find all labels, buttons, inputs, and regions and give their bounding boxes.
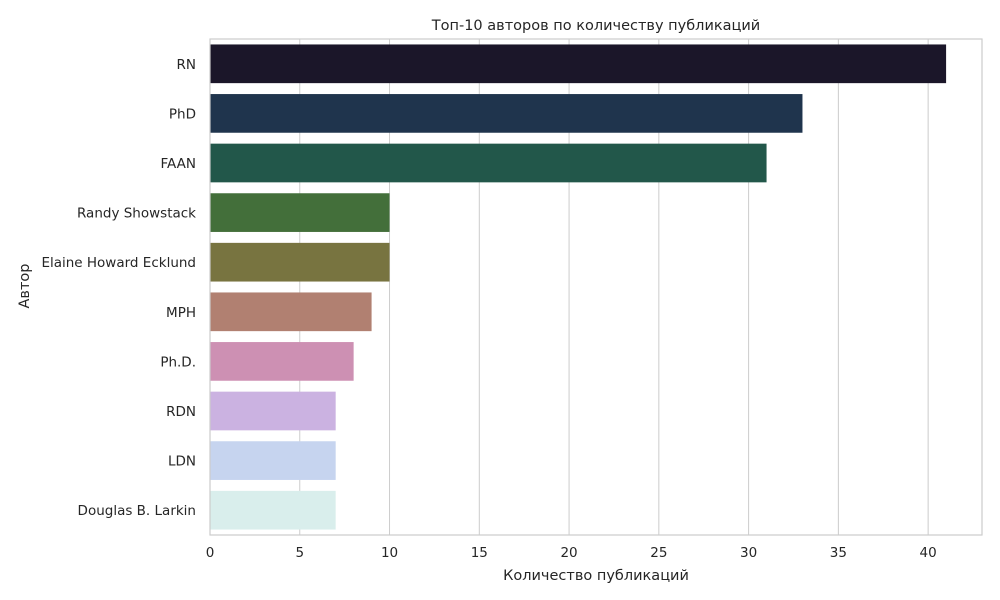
x-tick-label: 15 [471,545,488,561]
x-tick-label: 10 [381,545,398,561]
x-tick-label: 35 [830,545,847,561]
y-tick-label: RDN [166,404,196,420]
x-tick-labels: 0 5 10 15 20 25 30 35 40 [206,545,937,561]
y-tick-label: LDN [168,454,196,470]
bar [210,292,372,332]
y-tick-label: Randy Showstack [77,206,196,222]
y-tick-label: Douglas B. Larkin [78,503,196,519]
x-tick-label: 5 [295,545,304,561]
y-axis-label: Автор [17,264,33,309]
bar [210,143,767,183]
plot-frame [209,38,983,536]
bar [210,94,803,133]
y-tick-label: RN [177,57,196,73]
bar [210,490,336,530]
bars [210,44,947,530]
x-tick-label: 30 [740,545,757,561]
y-tick-label: MPH [166,305,196,321]
bar [210,193,390,232]
x-tick-label: 0 [206,545,215,561]
y-tick-label: Elaine Howard Ecklund [41,255,196,271]
y-tick-label: Ph.D. [160,354,196,370]
chart-title: Топ-10 авторов по количеству публикаций [431,18,760,34]
bar [210,44,947,84]
x-axis-label: Количество публикаций [503,568,689,584]
y-tick-label: FAAN [161,156,196,172]
y-tick-label: PhD [169,106,196,122]
x-tick-label: 40 [920,545,937,561]
bar [210,441,336,480]
x-tick-label: 20 [560,545,577,561]
bar [210,391,336,431]
y-tick-labels: RN PhD FAAN Randy Showstack Elaine Howard Ec… [41,57,196,519]
bar [210,342,354,381]
bar [210,242,390,282]
x-tick-label: 25 [650,545,667,561]
